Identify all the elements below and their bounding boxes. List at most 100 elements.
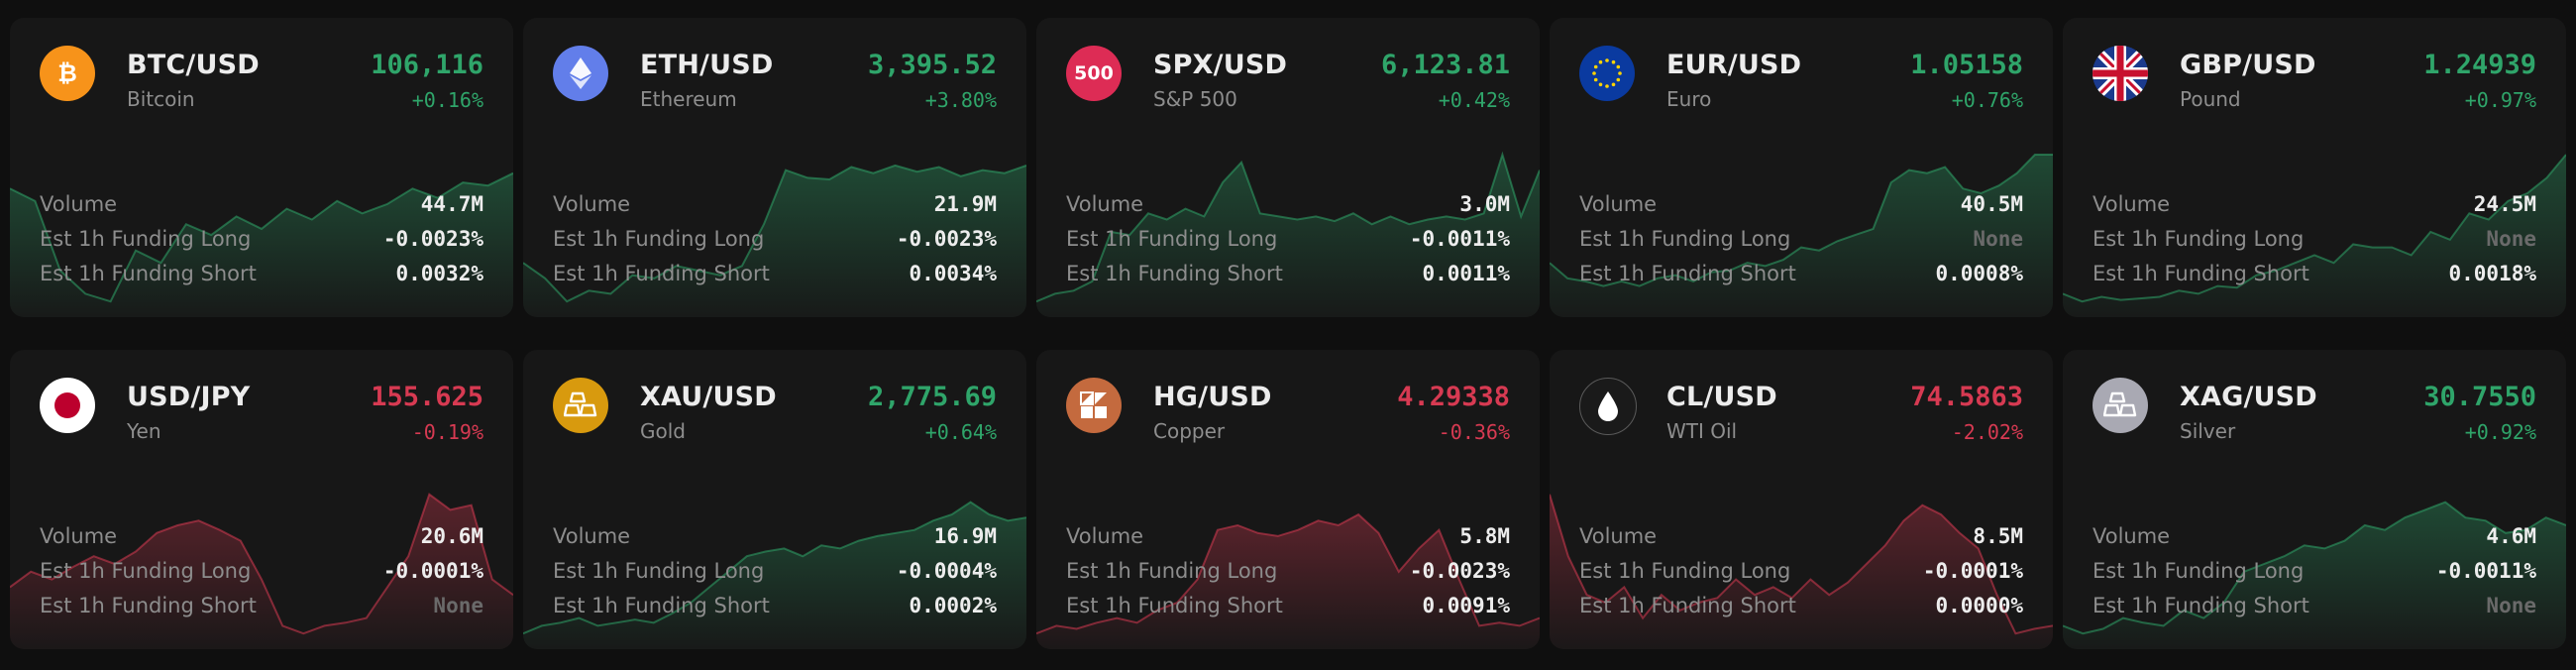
card-header: XAG/USD Silver 30.7550 +0.92% [2093,378,2536,447]
stat-row-funding-long: Est 1h Funding Long -0.0023% [1066,559,1510,594]
stat-row-funding-short: Est 1h Funding Short 0.0008% [1579,262,2023,296]
volume-value: 21.9M [933,192,997,216]
market-price: 1.24939 [2423,50,2536,80]
sparkline-chart [2063,501,2566,649]
stats-list: Volume 24.5M Est 1h Funding Long None Es… [2093,192,2536,296]
stat-row-funding-long: Est 1h Funding Long -0.0004% [553,559,997,594]
market-symbol: ETH/USD [640,50,774,80]
stat-label: Volume [1066,192,1144,216]
volume-value: 3.0M [1459,192,1510,216]
market-card-spx-usd[interactable]: 500 SPX/USD S&P 500 6,123.81 +0.42% Volu… [1036,18,1540,317]
oil-drop-icon [1579,378,1637,435]
stat-label: Est 1h Funding Long [1066,559,1278,583]
market-name: Bitcoin [127,87,195,111]
stat-row-volume: Volume 4.6M [2093,524,2536,559]
market-card-eur-usd[interactable]: EUR/USD Euro 1.05158 +0.76% Volume 40.5M… [1550,18,2053,317]
sparkline-chart [1550,154,2053,317]
market-change: +0.76% [1951,88,2023,112]
market-price: 1.05158 [1910,50,2023,80]
stat-label: Volume [40,524,118,548]
volume-value: 40.5M [1960,192,2023,216]
market-card-eth-usd[interactable]: ETH/USD Ethereum 3,395.52 +3.80% Volume … [523,18,1026,317]
stat-row-volume: Volume 16.9M [553,524,997,559]
stat-row-funding-long: Est 1h Funding Long -0.0001% [40,559,483,594]
market-grid: ₿ BTC/USD Bitcoin 106,116 +0.16% Volume … [10,18,2568,649]
stat-label: Volume [40,192,118,216]
stat-row-volume: Volume 5.8M [1066,524,1510,559]
market-name: Euro [1666,87,1712,111]
card-header: ETH/USD Ethereum 3,395.52 +3.80% [553,46,997,115]
volume-value: 5.8M [1459,524,1510,548]
stats-list: Volume 16.9M Est 1h Funding Long -0.0004… [553,524,997,628]
card-header: XAU/USD Gold 2,775.69 +0.64% [553,378,997,447]
market-price: 2,775.69 [867,382,997,412]
ethereum-icon [553,46,608,101]
market-card-usd-jpy[interactable]: USD/JPY Yen 155.625 -0.19% Volume 20.6M … [10,350,513,649]
stat-row-funding-short: Est 1h Funding Short 0.0000% [1579,594,2023,628]
stat-row-funding-long: Est 1h Funding Long -0.0023% [553,227,997,262]
silver-bars-icon [2093,378,2148,433]
market-card-cl-usd[interactable]: CL/USD WTI Oil 74.5863 -2.02% Volume 8.5… [1550,350,2053,649]
volume-value: 44.7M [420,192,483,216]
stat-label: Est 1h Funding Long [553,227,765,251]
market-symbol: BTC/USD [127,50,260,80]
funding-long-value: -0.0023% [1409,559,1510,583]
market-symbol: GBP/USD [2180,50,2316,80]
stat-label: Volume [553,524,631,548]
funding-short-value: 0.0008% [1935,262,2023,285]
sparkline-area [1550,155,2053,317]
card-header: ₿ BTC/USD Bitcoin 106,116 +0.16% [40,46,483,115]
stat-row-funding-short: Est 1h Funding Short 0.0091% [1066,594,1510,628]
sparkline-chart [523,501,1026,649]
sparkline-line [10,171,513,303]
stat-label: Est 1h Funding Long [1579,227,1791,251]
market-price: 3,395.52 [867,50,997,80]
logo-text: 500 [1074,62,1114,84]
stat-row-funding-long: Est 1h Funding Long None [2093,227,2536,262]
stat-row-funding-long: Est 1h Funding Long None [1579,227,2023,262]
market-card-gbp-usd[interactable]: GBP/USD Pound 1.24939 +0.97% Volume 24.5… [2063,18,2566,317]
stats-list: Volume 21.9M Est 1h Funding Long -0.0023… [553,192,997,296]
sparkline-line [523,164,1026,303]
stat-row-volume: Volume 24.5M [2093,192,2536,227]
bitcoin-icon: ₿ [40,46,95,101]
market-price: 4.29338 [1397,382,1510,412]
stat-label: Est 1h Funding Short [1579,594,1796,617]
volume-value: 4.6M [2486,524,2536,548]
market-card-xau-usd[interactable]: XAU/USD Gold 2,775.69 +0.64% Volume 16.9… [523,350,1026,649]
stats-list: Volume 5.8M Est 1h Funding Long -0.0023%… [1066,524,1510,628]
market-name: S&P 500 [1153,87,1237,111]
stat-label: Est 1h Funding Short [40,594,257,617]
stat-row-volume: Volume 20.6M [40,524,483,559]
stat-label: Est 1h Funding Long [2093,559,2305,583]
funding-short-value: 0.0018% [2448,262,2536,285]
copper-icon [1066,378,1122,433]
market-price: 155.625 [371,382,483,412]
sparkline-chart [1550,494,2053,649]
market-symbol: SPX/USD [1153,50,1288,80]
volume-value: 16.9M [933,524,997,548]
sp500-icon: 500 [1066,46,1122,101]
card-header: USD/JPY Yen 155.625 -0.19% [40,378,483,447]
stat-row-funding-short: Est 1h Funding Short None [40,594,483,628]
volume-value: 8.5M [1973,524,2023,548]
sparkline-area [523,502,1026,649]
card-header: HG/USD Copper 4.29338 -0.36% [1066,378,1510,447]
market-card-hg-usd[interactable]: HG/USD Copper 4.29338 -0.36% Volume 5.8M… [1036,350,1540,649]
stat-label: Volume [553,192,631,216]
sparkline-line [1550,494,2053,635]
sparkline-chart [2063,154,2566,317]
sparkline-area [1036,155,1540,317]
sparkline-line [1036,512,1540,635]
market-card-xag-usd[interactable]: XAG/USD Silver 30.7550 +0.92% Volume 4.6… [2063,350,2566,649]
stat-row-funding-long: Est 1h Funding Long -0.0001% [1579,559,2023,594]
market-price: 6,123.81 [1380,50,1510,80]
sparkline-line [1036,151,1540,303]
funding-short-value: None [433,594,483,617]
sparkline-area [1550,494,2053,649]
market-card-btc-usd[interactable]: ₿ BTC/USD Bitcoin 106,116 +0.16% Volume … [10,18,513,317]
market-change: -2.02% [1951,420,2023,444]
funding-short-value: 0.0034% [909,262,997,285]
stats-list: Volume 4.6M Est 1h Funding Long -0.0011%… [2093,524,2536,628]
sparkline-area [10,494,513,649]
